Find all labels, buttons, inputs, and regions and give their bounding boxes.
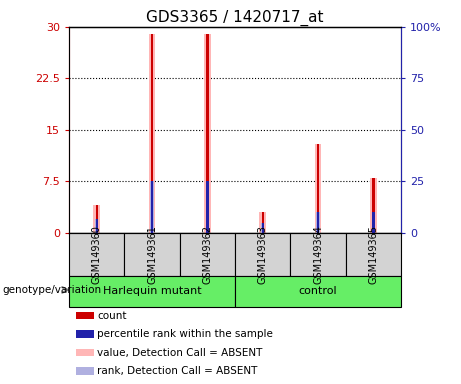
Text: GSM149365: GSM149365 bbox=[368, 225, 378, 284]
Text: control: control bbox=[299, 286, 337, 296]
Bar bbox=[76, 349, 94, 356]
Text: GSM149363: GSM149363 bbox=[258, 225, 268, 284]
Bar bbox=[262, 212, 264, 233]
FancyBboxPatch shape bbox=[180, 233, 235, 276]
FancyBboxPatch shape bbox=[235, 276, 401, 306]
Bar bbox=[260, 212, 266, 233]
Text: genotype/variation: genotype/variation bbox=[2, 285, 101, 295]
Text: percentile rank within the sample: percentile rank within the sample bbox=[97, 329, 273, 339]
Bar bbox=[315, 144, 321, 233]
FancyBboxPatch shape bbox=[346, 233, 401, 276]
FancyBboxPatch shape bbox=[290, 233, 346, 276]
Bar bbox=[317, 212, 319, 233]
FancyBboxPatch shape bbox=[69, 233, 124, 276]
Text: count: count bbox=[97, 311, 127, 321]
Bar bbox=[207, 182, 208, 233]
Bar bbox=[76, 312, 94, 319]
Text: GSM149360: GSM149360 bbox=[92, 225, 102, 284]
FancyBboxPatch shape bbox=[124, 233, 180, 276]
Bar bbox=[316, 212, 320, 233]
Bar bbox=[151, 34, 153, 233]
Bar bbox=[151, 182, 153, 233]
Bar bbox=[317, 144, 319, 233]
Text: value, Detection Call = ABSENT: value, Detection Call = ABSENT bbox=[97, 348, 263, 358]
Bar bbox=[204, 34, 211, 233]
Text: GSM149364: GSM149364 bbox=[313, 225, 323, 284]
Text: GSM149362: GSM149362 bbox=[202, 225, 213, 284]
Bar bbox=[261, 223, 265, 233]
Bar bbox=[95, 219, 99, 233]
Bar bbox=[96, 219, 98, 233]
Bar bbox=[372, 212, 374, 233]
Text: GSM149361: GSM149361 bbox=[147, 225, 157, 284]
Bar bbox=[149, 34, 155, 233]
Bar bbox=[207, 34, 208, 233]
Text: rank, Detection Call = ABSENT: rank, Detection Call = ABSENT bbox=[97, 366, 258, 376]
FancyBboxPatch shape bbox=[235, 233, 290, 276]
Bar bbox=[372, 178, 374, 233]
Bar bbox=[76, 367, 94, 375]
Bar bbox=[370, 178, 377, 233]
FancyBboxPatch shape bbox=[69, 276, 235, 306]
Bar bbox=[76, 331, 94, 338]
Bar bbox=[372, 212, 375, 233]
Bar bbox=[96, 205, 98, 233]
Bar bbox=[150, 182, 154, 233]
Title: GDS3365 / 1420717_at: GDS3365 / 1420717_at bbox=[146, 9, 324, 25]
Text: Harlequin mutant: Harlequin mutant bbox=[103, 286, 201, 296]
Bar bbox=[262, 223, 264, 233]
Bar bbox=[206, 182, 209, 233]
Bar bbox=[94, 205, 100, 233]
